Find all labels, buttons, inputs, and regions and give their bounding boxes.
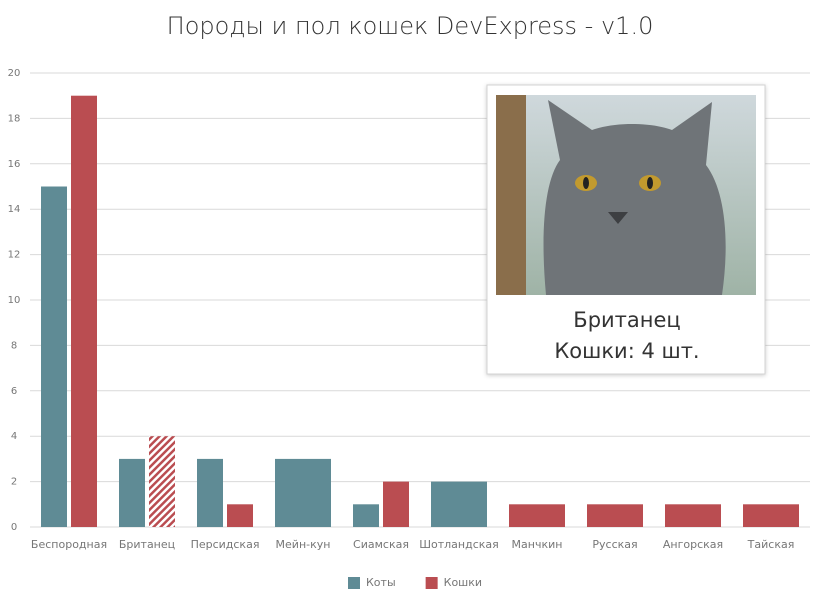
legend-swatch	[425, 577, 438, 589]
y-tick-label: 12	[8, 250, 21, 261]
bar	[275, 458, 331, 527]
x-tick-label: Манчкин	[512, 538, 563, 551]
y-tick-label: 20	[8, 68, 21, 79]
bar	[197, 458, 223, 527]
legend-label: Коты	[366, 576, 396, 589]
bar	[587, 504, 643, 527]
y-tick-label: 14	[8, 204, 21, 215]
y-tick-label: 6	[11, 386, 17, 397]
x-tick-label: Британец	[119, 538, 175, 551]
bar	[509, 504, 565, 527]
y-tick-label: 2	[11, 477, 17, 488]
tooltip: Британец Кошки: 4 шт.	[486, 84, 766, 375]
y-tick-label: 0	[11, 522, 17, 533]
chart-title: Породы и пол кошек DevExpress - v1.0	[167, 12, 654, 40]
tooltip-title: Британец	[573, 308, 680, 332]
bar	[41, 186, 67, 527]
cat-photo	[496, 95, 756, 295]
x-tick-label: Персидская	[191, 538, 260, 551]
bar	[353, 504, 379, 527]
y-tick-label: 16	[8, 159, 21, 170]
x-tick-label: Беспородная	[31, 538, 107, 551]
bar	[71, 95, 97, 527]
legend-label: Кошки	[444, 576, 482, 589]
legend-swatch	[348, 577, 360, 589]
x-tick-label: Ангорская	[663, 538, 723, 551]
y-tick-label: 10	[8, 295, 21, 306]
bar	[665, 504, 721, 527]
bar	[383, 481, 409, 527]
x-tick-label: Шотландская	[419, 538, 499, 551]
x-tick-label: Сиамская	[353, 538, 409, 551]
x-tick-label: Мейн-кун	[276, 538, 331, 551]
y-tick-label: 8	[11, 340, 17, 351]
bar	[431, 481, 487, 527]
bar	[227, 504, 253, 527]
bar	[119, 458, 145, 527]
x-tick-label: Тайская	[747, 538, 795, 551]
bar	[149, 436, 175, 527]
tooltip-text: Кошки: 4 шт.	[554, 339, 699, 363]
x-tick-label: Русская	[592, 538, 637, 551]
y-tick-label: 4	[11, 431, 17, 442]
bar	[743, 504, 799, 527]
y-tick-label: 18	[8, 113, 21, 124]
